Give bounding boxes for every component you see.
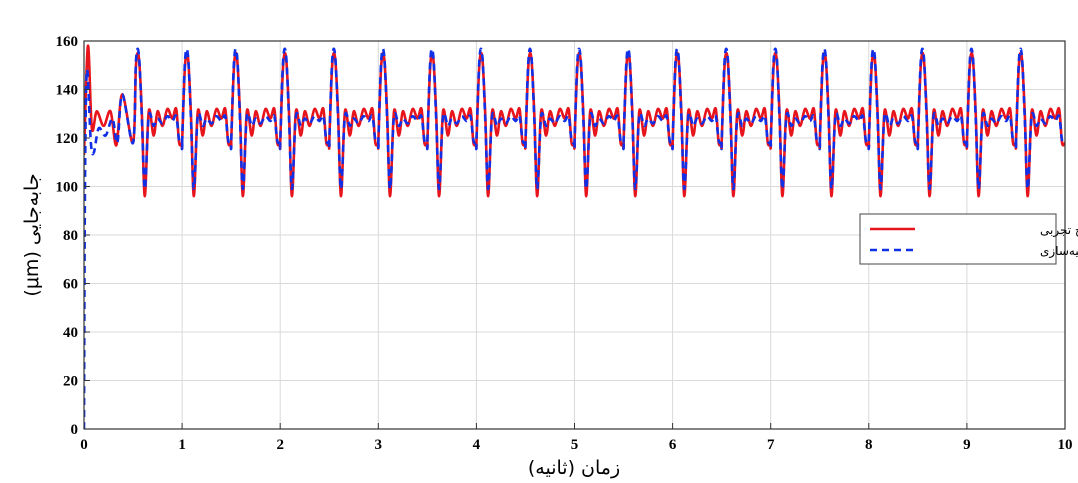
series-line-simulation <box>84 47 1065 430</box>
y-tick-label: 60 <box>63 277 78 293</box>
y-tick-label: 100 <box>56 180 79 196</box>
x-tick-label: 4 <box>473 437 481 453</box>
y-tick-label: 80 <box>63 228 78 244</box>
x-tick-label: 3 <box>375 437 383 453</box>
y-tick-label: 160 <box>56 34 79 50</box>
x-axis-title: زمان (ثانیه) <box>528 457 620 479</box>
data-lines <box>84 44 1065 430</box>
y-tick-label: 0 <box>71 422 79 438</box>
x-tick-label: 0 <box>80 437 88 453</box>
legend-box <box>859 213 1057 265</box>
legend: پاسخ تجربی پاسخ شبیه‌سازی <box>859 213 1078 265</box>
y-tick-label: 120 <box>56 131 79 147</box>
x-tick-label: 10 <box>1058 437 1073 453</box>
x-tick-label: 5 <box>571 437 579 453</box>
x-tick-label: 7 <box>767 437 775 453</box>
y-tick-label: 20 <box>63 374 78 390</box>
legend-label-experimental: پاسخ تجربی <box>1040 223 1078 238</box>
x-tick-label: 6 <box>669 437 677 453</box>
x-tick-label: 9 <box>963 437 971 453</box>
x-tick-label: 8 <box>865 437 873 453</box>
y-axis-title: جابه‌جایی (μm) <box>21 173 43 296</box>
x-tick-label: 2 <box>276 437 284 453</box>
y-tick-label: 40 <box>63 325 78 341</box>
legend-label-simulation: پاسخ شبیه‌سازی <box>1040 244 1078 259</box>
y-tick-label: 140 <box>56 83 79 99</box>
x-tick-label: 1 <box>178 437 186 453</box>
